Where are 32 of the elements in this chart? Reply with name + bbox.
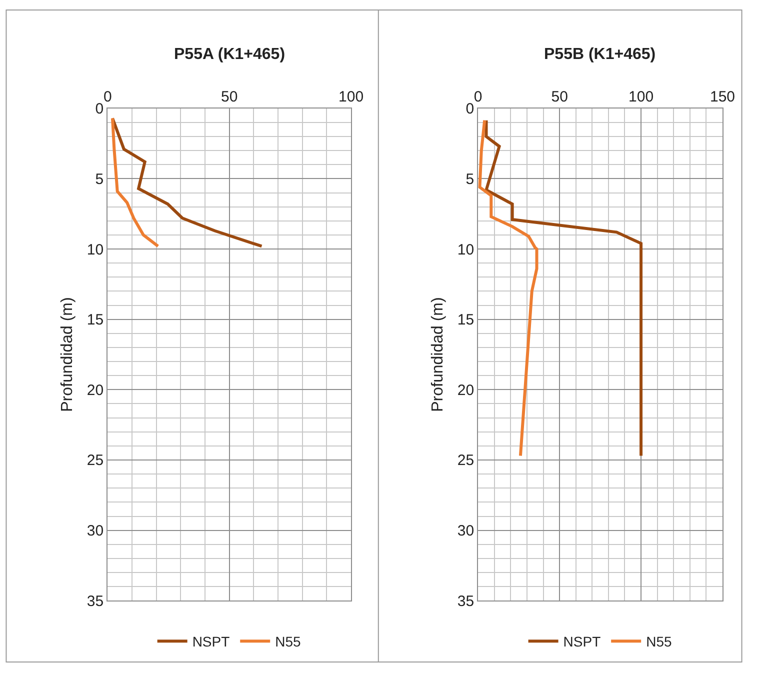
- chart-title: P55A (K1+465): [174, 46, 286, 63]
- y-tick-label: 5: [95, 170, 104, 188]
- legend-label: N55: [646, 634, 672, 650]
- y-tick-label: 35: [457, 592, 474, 610]
- y-tick-label: 25: [86, 452, 104, 470]
- x-tick-label: 100: [338, 88, 364, 106]
- line-series: [478, 118, 538, 458]
- line-series: [110, 116, 160, 248]
- chart-title: P55B (K1+465): [544, 46, 656, 63]
- legend-label: N55: [275, 634, 302, 650]
- y-tick-label: 30: [457, 522, 474, 540]
- y-tick-label: 35: [86, 592, 104, 610]
- legend-label: NSPT: [192, 634, 230, 650]
- legend-label: NSPT: [563, 634, 602, 650]
- y-tick-label: 30: [86, 522, 104, 540]
- y-tick-label: 15: [457, 312, 474, 329]
- y-tick-label: 0: [95, 100, 104, 118]
- x-tick-label: 100: [628, 88, 654, 106]
- y-axis-title: Profundidad (m): [429, 297, 446, 412]
- y-tick-label: 25: [457, 452, 474, 470]
- y-tick-label: 10: [86, 241, 104, 258]
- y-tick-label: 0: [466, 100, 474, 118]
- y-axis-title: Profundidad (m): [58, 297, 76, 412]
- y-tick-label: 15: [86, 312, 104, 329]
- y-tick-label: 20: [457, 382, 474, 399]
- y-tick-label: 20: [86, 382, 104, 399]
- y-tick-label: 5: [466, 170, 474, 188]
- x-tick-label: 50: [220, 88, 238, 106]
- x-tick-label: 50: [551, 88, 568, 106]
- y-tick-label: 10: [457, 241, 474, 258]
- x-tick-label: 150: [710, 88, 736, 106]
- line-series: [484, 118, 643, 458]
